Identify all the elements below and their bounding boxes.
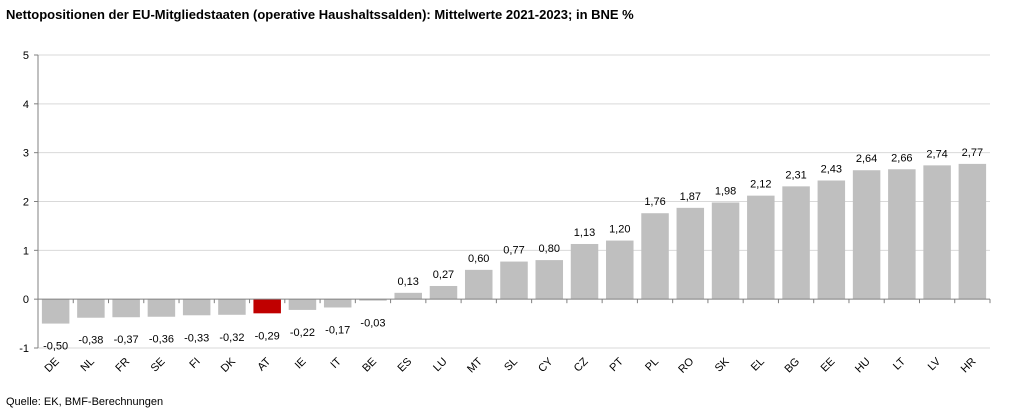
category-label: CY (536, 355, 556, 375)
data-label: -0,29 (255, 330, 280, 342)
data-label: 2,31 (785, 169, 806, 181)
data-label: 0,27 (433, 269, 454, 281)
bar (500, 261, 528, 300)
bar (394, 292, 422, 300)
category-label: HU (853, 356, 873, 376)
bar (676, 207, 705, 300)
bar (464, 269, 493, 300)
source-note: Quelle: EK, BMF-Berechnungen (6, 396, 164, 408)
bar (359, 299, 387, 301)
data-label: 2,74 (926, 148, 947, 160)
bar (782, 186, 810, 300)
category-label: IE (293, 356, 309, 372)
data-label: 2,77 (962, 147, 983, 159)
bar (535, 260, 564, 300)
bar (923, 165, 951, 300)
category-label: RO (676, 355, 696, 375)
data-label: 0,13 (398, 276, 419, 288)
data-label: -0,37 (114, 334, 139, 346)
category-label: SL (502, 356, 520, 374)
category-label: LU (431, 356, 449, 374)
data-label: 2,12 (750, 179, 771, 191)
category-label: FR (113, 356, 132, 375)
category-label: BG (782, 356, 802, 376)
bar (641, 213, 669, 300)
bar (429, 285, 458, 300)
category-label: CZ (572, 355, 591, 374)
data-label: -0,22 (290, 327, 315, 339)
category-label: ES (395, 356, 414, 375)
bar (570, 243, 599, 300)
bar (852, 170, 881, 300)
bar (606, 240, 634, 300)
category-label: IT (328, 355, 344, 371)
y-tick-label: 0 (23, 294, 29, 306)
category-label: HR (959, 356, 979, 376)
y-tick-label: 3 (23, 148, 29, 160)
category-label: FI (187, 356, 202, 371)
data-label: 0,80 (539, 243, 560, 255)
bar (747, 195, 775, 300)
category-label: AT (255, 355, 273, 373)
bar (817, 180, 846, 300)
category-label: SE (149, 356, 168, 375)
data-label: 2,64 (856, 153, 877, 165)
data-label: 1,87 (680, 191, 701, 203)
data-label: -0,17 (325, 324, 350, 336)
bar (958, 163, 987, 300)
category-label: EL (749, 356, 767, 374)
bar (41, 299, 70, 324)
category-label: PL (643, 356, 661, 374)
y-tick-label: 1 (23, 245, 29, 257)
category-label: LV (926, 355, 944, 373)
category-label: SK (713, 355, 732, 374)
category-label: DE (42, 356, 61, 375)
category-label: DK (219, 355, 239, 375)
data-label: -0,33 (184, 332, 209, 344)
bar (218, 299, 246, 315)
bar (711, 202, 740, 300)
category-label: EE (819, 356, 838, 375)
bar (112, 299, 140, 318)
data-label: 1,13 (574, 227, 595, 239)
bar (182, 299, 211, 316)
data-label: 2,66 (891, 152, 912, 164)
category-label: MT (465, 355, 485, 375)
data-label: -0,32 (219, 332, 244, 344)
bar (323, 299, 352, 308)
y-tick-label: 2 (23, 197, 29, 209)
y-tick-label: -1 (19, 343, 29, 355)
data-label: -0,50 (43, 341, 68, 353)
bar (888, 169, 916, 300)
y-tick-label: 4 (23, 99, 29, 111)
data-label: 1,98 (715, 185, 736, 197)
bar (288, 299, 317, 310)
category-label: LT (891, 355, 908, 372)
data-label: 0,77 (503, 245, 524, 257)
data-label: -0,03 (360, 318, 385, 330)
data-label: 0,60 (468, 253, 489, 265)
data-label: 2,43 (821, 164, 842, 176)
y-tick-label: 5 (23, 50, 29, 62)
data-label: 1,20 (609, 224, 630, 236)
data-label: -0,36 (149, 334, 174, 346)
bar (77, 299, 105, 318)
chart-title: Nettopositionen der EU-Mitgliedstaaten (… (6, 7, 634, 22)
bar (253, 299, 281, 314)
data-label: -0,38 (78, 335, 103, 347)
data-label: 1,76 (644, 196, 665, 208)
category-label: PT (607, 355, 626, 374)
category-label: NL (79, 356, 97, 374)
category-label: BE (360, 356, 379, 375)
bar (147, 299, 176, 317)
